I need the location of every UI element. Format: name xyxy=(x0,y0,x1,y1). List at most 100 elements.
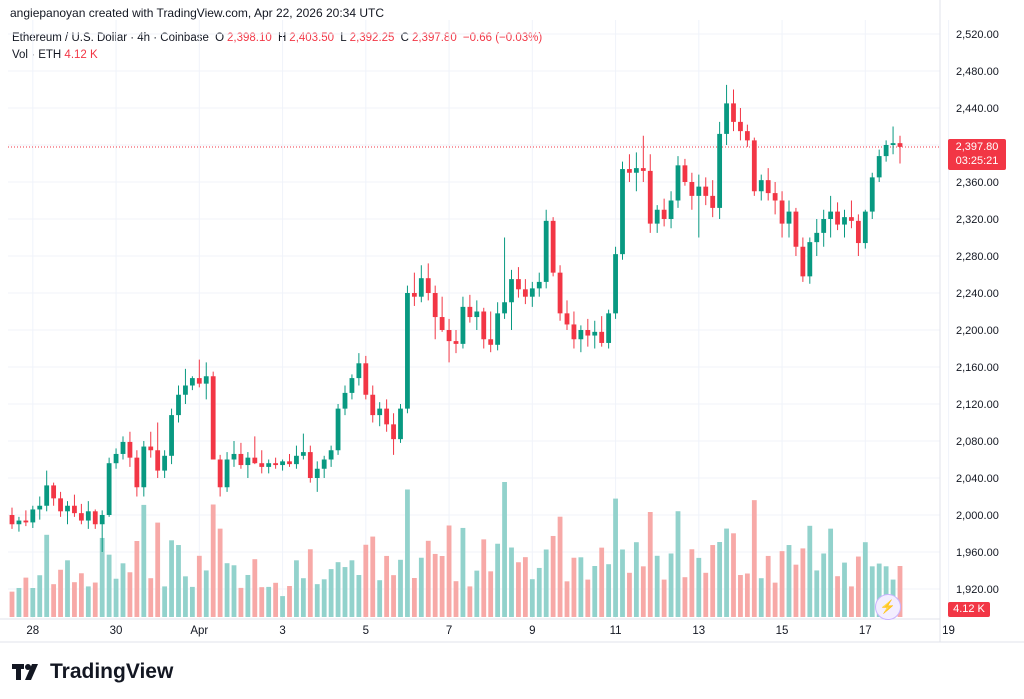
volume-bar xyxy=(488,571,494,617)
volume-bar xyxy=(176,545,181,617)
volume-bar xyxy=(481,539,487,617)
volume-bar xyxy=(599,547,605,617)
tradingview-logo: TradingView xyxy=(12,660,173,684)
volume-bar xyxy=(592,566,598,617)
volume-bar xyxy=(772,582,778,617)
candle-body xyxy=(786,211,792,224)
candle-body xyxy=(647,170,653,224)
candle-body xyxy=(453,341,459,344)
candle-body xyxy=(169,415,174,456)
magic-wand-icon[interactable]: ⚡ xyxy=(875,594,901,620)
volume-bar xyxy=(169,540,174,617)
volume-bar xyxy=(682,577,688,617)
volume-bar xyxy=(113,578,119,617)
candle-body xyxy=(488,339,494,345)
volume-bar xyxy=(370,536,376,617)
volume-bar xyxy=(703,572,709,617)
volume-bar xyxy=(876,563,882,617)
candle-body xyxy=(349,378,355,393)
candle-body xyxy=(495,313,501,345)
candle-body xyxy=(855,220,861,244)
candle-body xyxy=(689,182,695,196)
volume-bar xyxy=(474,570,480,617)
volume-bar xyxy=(92,582,98,617)
candle-body xyxy=(127,441,133,458)
volume-bar xyxy=(23,577,29,617)
volume-label[interactable]: Vol · ETH xyxy=(12,49,62,61)
volume-bar xyxy=(30,588,36,617)
candle-body xyxy=(92,511,98,525)
volume-bar xyxy=(85,586,91,617)
candle-body xyxy=(883,145,889,157)
volume-bar xyxy=(800,548,806,617)
volume-bar xyxy=(44,534,50,617)
candle-body xyxy=(273,463,279,466)
candle-body xyxy=(72,505,77,514)
volume-bar xyxy=(321,579,327,617)
volume-bar xyxy=(446,525,452,617)
volume-bar xyxy=(356,575,362,617)
candle-body xyxy=(738,121,743,132)
candle-body xyxy=(557,272,563,314)
volume-bar xyxy=(99,537,105,617)
candle-body xyxy=(779,200,785,224)
y-tick-label: 2,040.00 xyxy=(956,473,999,485)
volume-bar xyxy=(231,565,237,617)
candle-body xyxy=(314,468,320,478)
volume-bar xyxy=(432,553,438,617)
volume-bar xyxy=(668,553,674,617)
candle-body xyxy=(446,330,452,342)
candle-body xyxy=(814,232,820,243)
last-price-tag: 2,397.80 03:25:21 xyxy=(948,139,1006,171)
low-value: 2,392.25 xyxy=(349,32,395,44)
candle-body xyxy=(522,289,528,297)
candle-body xyxy=(245,457,251,466)
candle-body xyxy=(16,520,22,525)
volume-bar xyxy=(869,566,875,617)
candle-body xyxy=(307,452,313,478)
volume-bar xyxy=(654,555,660,617)
volume-bar xyxy=(717,542,723,617)
candle-body xyxy=(266,463,272,467)
volume-bar xyxy=(793,564,799,617)
candle-body xyxy=(599,331,605,343)
volume-bar xyxy=(238,587,244,617)
volume-bar xyxy=(418,557,424,617)
volume-bar xyxy=(183,576,188,617)
candle-body xyxy=(654,209,660,224)
candle-body xyxy=(280,461,285,466)
volume-bar xyxy=(557,516,563,617)
volume-value: 4.12 K xyxy=(64,49,98,61)
candle-body xyxy=(78,513,84,521)
volume-bar xyxy=(51,584,57,617)
volume-bar xyxy=(314,584,320,617)
candle-body xyxy=(377,408,383,416)
volume-bar xyxy=(439,556,445,617)
candle-body xyxy=(696,186,702,196)
high-value: 2,403.50 xyxy=(289,32,335,44)
candle-body xyxy=(724,103,729,134)
candle-body xyxy=(731,103,736,122)
candle-body xyxy=(418,278,424,297)
candle-body xyxy=(807,242,813,277)
volume-bar xyxy=(647,512,653,617)
candle-body xyxy=(141,446,147,488)
volume-bar xyxy=(460,527,466,617)
volume-bar xyxy=(405,489,410,617)
volume-bar xyxy=(751,500,757,617)
candle-body xyxy=(529,288,535,297)
volume-bar xyxy=(529,579,535,617)
volume-bar xyxy=(391,575,396,617)
close-label: C xyxy=(400,32,409,44)
tradingview-logo-icon xyxy=(12,664,38,680)
volume-bar xyxy=(127,572,133,617)
volume-bar xyxy=(564,581,570,617)
volume-bar xyxy=(779,551,785,617)
candle-body xyxy=(661,209,667,219)
volume-bar xyxy=(65,560,70,617)
volume-bar xyxy=(849,586,854,617)
volume-bar xyxy=(148,578,154,617)
candle-body xyxy=(405,293,410,409)
symbol-name[interactable]: Ethereum / U.S. Dollar · 4h · Coinbase xyxy=(12,32,209,44)
